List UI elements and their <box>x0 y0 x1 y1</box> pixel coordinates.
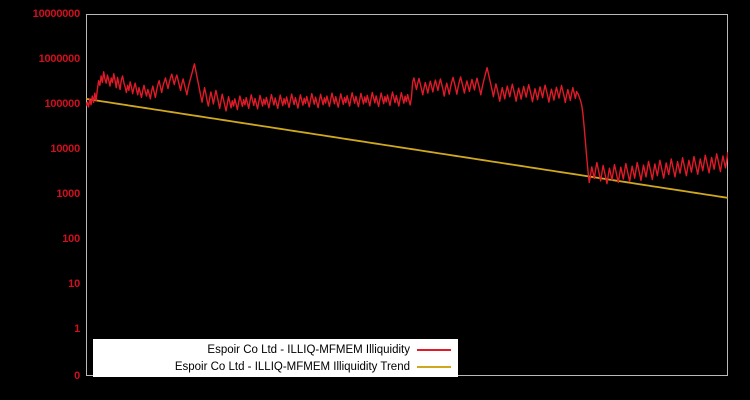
y-tick-label: 0 <box>74 370 80 382</box>
legend-color-swatch <box>417 365 451 368</box>
legend: Espoir Co Ltd - ILLIQ-MFMEM Illiquidity … <box>93 339 458 377</box>
legend-label: Espoir Co Ltd - ILLIQ-MFMEM Illiquidity <box>207 343 410 356</box>
legend-entry-illiquidity: Espoir Co Ltd - ILLIQ-MFMEM Illiquidity <box>94 341 451 358</box>
illiquidity-line-path <box>86 63 728 185</box>
y-tick-label: 10 <box>68 278 80 290</box>
legend-label: Espoir Co Ltd - ILLIQ-MFMEM Illiquidity … <box>174 360 410 373</box>
y-axis: 10000000 1000000 100000 10000 1000 100 1… <box>0 0 81 400</box>
y-tick-label: 10000000 <box>32 8 81 20</box>
legend-entry-illiquidity-trend: Espoir Co Ltd - ILLIQ-MFMEM Illiquidity … <box>94 358 451 375</box>
plot-frame <box>86 14 728 376</box>
legend-color-swatch <box>417 348 451 351</box>
y-tick-label: 1 <box>74 323 80 335</box>
trend-line-path <box>86 97 728 199</box>
series-layer <box>86 14 728 376</box>
y-tick-label: 10000 <box>50 143 80 155</box>
series-svg <box>86 63 728 199</box>
y-tick-label: 1000 <box>56 188 80 200</box>
y-tick-label: 100000 <box>44 98 80 110</box>
y-tick-label: 100 <box>62 233 80 245</box>
y-tick-label: 1000000 <box>38 53 81 65</box>
